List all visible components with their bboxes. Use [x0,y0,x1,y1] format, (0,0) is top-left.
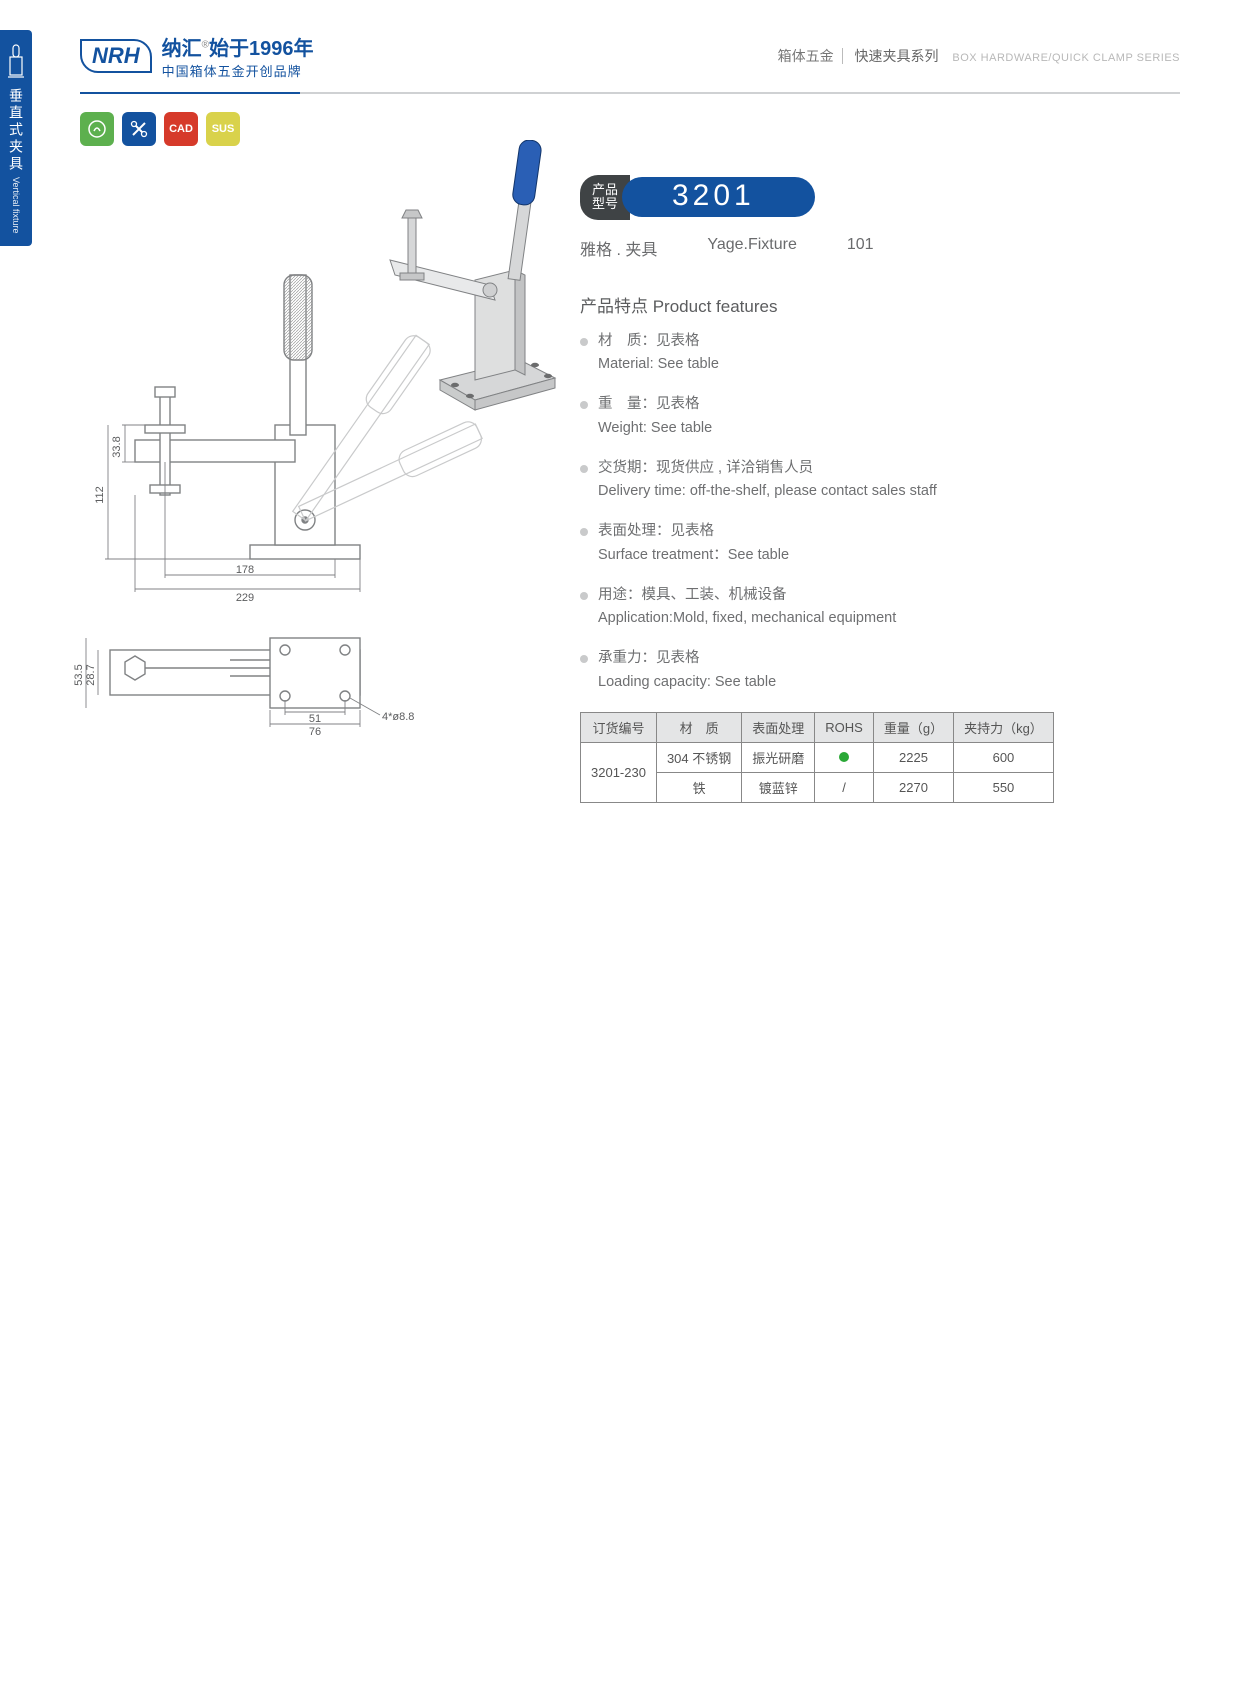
svg-text:53.5: 53.5 [73,664,85,685]
side-tab: 垂直式夹具 Vertical fixture [0,30,32,246]
svg-text:112: 112 [94,486,106,504]
feature-delivery: 交货期：现货供应 , 详洽销售人员Delivery time: off-the-… [580,458,1140,504]
logo-text-main: 纳汇®始于1996年 [162,32,314,61]
clamp-icon [4,42,28,82]
rohs-dot-icon [839,752,849,762]
model-badge: 产品型号 3201 [580,175,1140,220]
spec-table: 订货编号 材 质 表面处理 ROHS 重量（g） 夹持力（kg） 3201-23… [580,712,1054,803]
svg-text:76: 76 [309,726,321,738]
product-info: 产品型号 3201 雅格 . 夹具 Yage.Fixture 101 产品特点 … [580,175,1140,803]
logo-mark: NRH [80,39,152,73]
technical-diagram: 33.8 112 178 229 [60,140,560,760]
top-view: 28.7 53.5 51 76 4*ø8.8 [73,638,414,738]
model-subtitle: 雅格 . 夹具 Yage.Fixture 101 [580,236,1140,260]
feature-application: 用途：模具、工装、机械设备Application:Mold, fixed, me… [580,585,1140,631]
header-series: 箱体五金 快速夹具系列 BOX HARDWARE/QUICK CLAMP SER… [778,46,1180,66]
svg-text:4*ø8.8: 4*ø8.8 [382,711,414,723]
product-render [390,140,555,410]
table-row: 3201-230 304 不锈钢 振光研磨 2225 600 [581,742,1054,772]
logo-text-sub: 中国箱体五金开创品牌 [162,61,314,80]
page-header: NRH 纳汇®始于1996年 中国箱体五金开创品牌 箱体五金 快速夹具系列 BO… [80,28,1180,84]
svg-text:229: 229 [236,592,254,604]
svg-text:33.8: 33.8 [111,436,123,457]
logo: NRH 纳汇®始于1996年 中国箱体五金开创品牌 [80,32,314,80]
header-rule [80,92,1180,94]
svg-text:28.7: 28.7 [85,664,97,685]
side-view: 33.8 112 178 229 [94,275,485,604]
features-title: 产品特点 Product features [580,292,1140,317]
feature-surface: 表面处理：见表格Surface treatment：See table [580,521,1140,567]
svg-text:178: 178 [236,564,254,576]
model-number: 3201 [622,177,815,217]
feature-load: 承重力：见表格Loading capacity: See table [580,648,1140,694]
side-tab-label-cn: 垂直式夹具 [6,88,26,173]
feature-weight: 重 量：见表格Weight: See table [580,394,1140,440]
feature-material: 材 质：见表格Material: See table [580,331,1140,377]
svg-text:51: 51 [309,713,321,725]
side-tab-label-en: Vertical fixture [11,177,21,234]
table-header-row: 订货编号 材 质 表面处理 ROHS 重量（g） 夹持力（kg） [581,712,1054,742]
